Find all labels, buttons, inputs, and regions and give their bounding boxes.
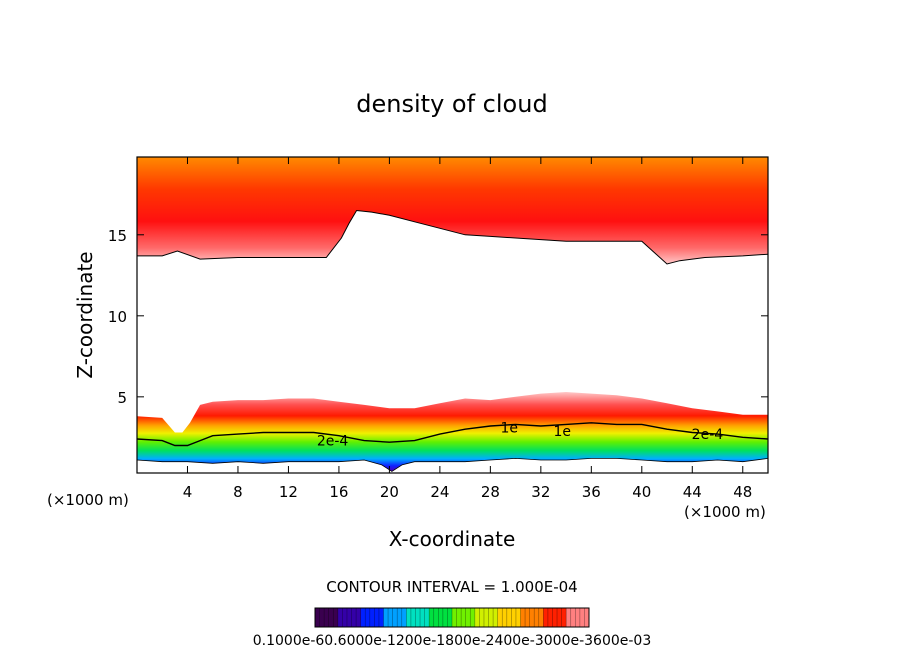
chart-title: density of cloud	[356, 90, 547, 118]
plot-area	[137, 157, 768, 472]
x-unit-label-left: (×1000 m)	[47, 491, 129, 509]
x-tick-label: 4	[183, 483, 193, 501]
colorbar-swatch	[315, 608, 339, 627]
x-tick-label: 32	[531, 483, 550, 501]
colorbar-swatch	[452, 608, 476, 627]
contour-labels: 2e-4 2e-4 1e 1e	[317, 421, 723, 450]
x-tick-label: 36	[582, 483, 601, 501]
colorbar-swatch	[497, 608, 521, 627]
colorbar-labels: 0.1000e-60.6000e-1200e-1800e-2400e-3000e…	[253, 633, 652, 649]
colorbar-swatch	[566, 608, 590, 627]
y-tick-label: 10	[108, 308, 127, 326]
colorbar-swatch	[543, 608, 567, 627]
contour-line-2e-4	[137, 422, 768, 447]
y-tick-label: 5	[117, 389, 127, 407]
colorbar-frame	[314, 607, 590, 628]
x-tick-label: 44	[683, 483, 702, 501]
plot-frame	[136, 156, 769, 474]
colorbar-swatch	[360, 608, 384, 627]
colorbar-swatch	[383, 608, 407, 627]
x-tick-label: 12	[279, 483, 298, 501]
y-tick-label: 15	[108, 227, 127, 245]
x-tick-label: 24	[430, 483, 449, 501]
colorbar-swatch	[337, 608, 362, 627]
x-tick-label: 28	[481, 483, 500, 501]
x-tick-label: 48	[733, 483, 752, 501]
contour-label: 1e	[554, 424, 572, 440]
colorbar-swatch	[520, 608, 544, 627]
colorbar-swatch	[474, 608, 499, 627]
colorbar-swatch	[429, 608, 453, 627]
x-unit-label-right: (×1000 m)	[684, 503, 766, 521]
contour-label: 2e-4	[692, 427, 724, 443]
x-tick-label: 40	[632, 483, 651, 501]
x-tick-label: 8	[233, 483, 243, 501]
upper-cloud-base-contour	[137, 209, 768, 265]
contour-label: 1e	[501, 421, 519, 437]
x-tick-label: 16	[329, 483, 348, 501]
contour-interval-text: CONTOUR INTERVAL = 1.000E-04	[326, 578, 577, 596]
x-axis-label: X-coordinate	[389, 527, 516, 551]
y-axis-label: Z-coordinate	[73, 251, 97, 378]
colorbar-swatch	[406, 608, 430, 627]
upper-cloud-layer	[137, 157, 768, 264]
contour-label: 2e-4	[317, 434, 349, 450]
lower-cloud-base-contour	[137, 457, 768, 472]
colorbar	[314, 607, 590, 628]
x-tick-label: 20	[380, 483, 399, 501]
